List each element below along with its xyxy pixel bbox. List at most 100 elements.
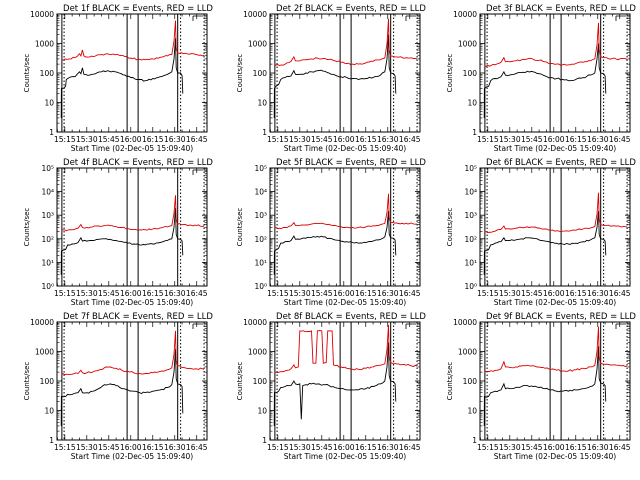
x-tick-label: 15:15 bbox=[54, 289, 76, 298]
x-tick-label: 16:30 bbox=[164, 289, 186, 298]
x-tick-label: 16:00 bbox=[543, 289, 565, 298]
chart-panel-7: Det 7f BLACK = Events, RED = LLD 1 10 100 10… bbox=[23, 312, 213, 461]
y-tick-label: 10³ bbox=[464, 211, 477, 220]
x-tick-label: 15:30 bbox=[289, 135, 311, 144]
y-axis-label: Counts/sec bbox=[446, 54, 454, 93]
x-tick-label: 16:30 bbox=[587, 443, 609, 452]
plot-frame bbox=[56, 167, 208, 287]
corner-bracket bbox=[615, 169, 626, 175]
plot-frame bbox=[479, 167, 631, 287]
series-line-red-lld bbox=[274, 18, 418, 66]
series-line-red-lld bbox=[61, 330, 205, 375]
y-tick-label: 10⁴ bbox=[254, 188, 267, 197]
y-axis-label: Counts/sec bbox=[236, 54, 244, 93]
y-tick-label: 10⁴ bbox=[464, 188, 477, 197]
x-tick-label: 15:45 bbox=[311, 443, 333, 452]
chart-panel-3: Det 3f BLACK = Events, RED = LLD 1 10 100 10… bbox=[446, 4, 636, 153]
x-axis-label: Start Time (02-Dec-05 15:09:40) bbox=[494, 452, 616, 461]
y-tick-label: 1000 bbox=[35, 348, 54, 357]
x-axis-label: Start Time (02-Dec-05 15:09:40) bbox=[71, 144, 193, 153]
corner-bracket bbox=[192, 169, 203, 175]
y-tick-label: 1000 bbox=[458, 40, 477, 49]
chart-title: Det 4f BLACK = Events, RED = LLD bbox=[63, 158, 213, 168]
plot-frame bbox=[56, 321, 208, 441]
x-tick-label: 16:45 bbox=[609, 443, 631, 452]
x-tick-label: 16:00 bbox=[120, 443, 142, 452]
chart-title: Det 6f BLACK = Events, RED = LLD bbox=[486, 158, 636, 168]
corner-bracket bbox=[615, 323, 626, 329]
x-tick-label: 15:15 bbox=[477, 443, 499, 452]
x-tick-label: 16:15 bbox=[142, 135, 164, 144]
x-tick-label: 16:45 bbox=[186, 135, 208, 144]
series-line-black-events bbox=[60, 349, 184, 426]
x-axis-label: Start Time (02-Dec-05 15:09:40) bbox=[284, 452, 406, 461]
y-tick-label: 10 bbox=[44, 407, 54, 416]
series-line-black-events bbox=[60, 38, 184, 118]
chart-panel-4: Det 4f BLACK = Events, RED = LLD 10⁰ 10¹ 10… bbox=[23, 158, 213, 307]
series-line-red-lld bbox=[484, 22, 628, 68]
x-tick-label: 16:00 bbox=[333, 443, 355, 452]
y-tick-label: 10¹ bbox=[41, 258, 54, 267]
chart-panel-9: Det 9f BLACK = Events, RED = LLD 1 10 100 10… bbox=[446, 312, 636, 461]
chart-title: Det 9f BLACK = Events, RED = LLD bbox=[486, 312, 636, 322]
chart-panel-2: Det 2f BLACK = Events, RED = LLD 1 10 100 10… bbox=[236, 4, 426, 153]
y-tick-label: 10⁰ bbox=[41, 282, 54, 291]
x-tick-label: 15:45 bbox=[98, 135, 120, 144]
x-tick-label: 15:45 bbox=[311, 135, 333, 144]
x-axis-label: Start Time (02-Dec-05 15:09:40) bbox=[494, 144, 616, 153]
chart-title: Det 8f BLACK = Events, RED = LLD bbox=[276, 312, 426, 322]
x-tick-label: 16:00 bbox=[543, 443, 565, 452]
y-tick-label: 1000 bbox=[458, 348, 477, 357]
corner-bracket bbox=[405, 15, 416, 21]
x-tick-label: 16:15 bbox=[565, 443, 587, 452]
y-axis-label: Counts/sec bbox=[236, 362, 244, 401]
x-tick-label: 15:15 bbox=[267, 289, 289, 298]
x-axis-label: Start Time (02-Dec-05 15:09:40) bbox=[494, 298, 616, 307]
x-tick-label: 16:45 bbox=[399, 289, 421, 298]
x-axis-label: Start Time (02-Dec-05 15:09:40) bbox=[71, 452, 193, 461]
series-line-black-events bbox=[483, 43, 607, 118]
series-line-black-events bbox=[273, 34, 397, 118]
corner-bracket bbox=[192, 15, 203, 21]
x-tick-label: 15:15 bbox=[267, 443, 289, 452]
y-tick-label: 10² bbox=[464, 235, 477, 244]
x-tick-label: 15:30 bbox=[289, 443, 311, 452]
x-tick-label: 15:45 bbox=[311, 289, 333, 298]
x-tick-label: 16:00 bbox=[543, 135, 565, 144]
x-tick-label: 15:15 bbox=[477, 135, 499, 144]
chart-title: Det 7f BLACK = Events, RED = LLD bbox=[63, 312, 213, 322]
series-line-black-events bbox=[483, 346, 607, 426]
plot-frame bbox=[269, 167, 421, 287]
y-axis-label: Counts/sec bbox=[23, 54, 31, 93]
series-line-black-events bbox=[60, 208, 184, 275]
y-tick-label: 1 bbox=[262, 128, 267, 137]
x-tick-label: 16:15 bbox=[142, 289, 164, 298]
x-tick-label: 15:15 bbox=[477, 289, 499, 298]
y-tick-label: 10⁴ bbox=[41, 188, 54, 197]
x-tick-label: 15:30 bbox=[76, 443, 98, 452]
x-tick-label: 16:30 bbox=[587, 135, 609, 144]
y-tick-label: 10³ bbox=[254, 211, 267, 220]
y-tick-label: 10 bbox=[467, 99, 477, 108]
series-line-red-lld bbox=[484, 326, 628, 372]
x-tick-label: 15:45 bbox=[521, 443, 543, 452]
y-axis-label: Counts/sec bbox=[236, 208, 244, 247]
y-tick-label: 100 bbox=[463, 69, 478, 78]
y-tick-label: 10 bbox=[257, 99, 267, 108]
corner-bracket bbox=[405, 169, 416, 175]
x-tick-label: 15:45 bbox=[98, 443, 120, 452]
plot-frame bbox=[56, 13, 208, 133]
corner-bracket bbox=[192, 323, 203, 329]
x-tick-label: 16:00 bbox=[120, 289, 142, 298]
x-tick-label: 16:45 bbox=[186, 289, 208, 298]
x-tick-label: 16:30 bbox=[377, 289, 399, 298]
x-tick-label: 16:45 bbox=[609, 135, 631, 144]
series-line-red-lld bbox=[274, 324, 418, 373]
x-axis-label: Start Time (02-Dec-05 15:09:40) bbox=[71, 298, 193, 307]
y-tick-label: 10³ bbox=[41, 211, 54, 220]
x-tick-label: 16:15 bbox=[355, 289, 377, 298]
y-tick-label: 10000 bbox=[30, 318, 54, 327]
y-tick-label: 100 bbox=[253, 377, 268, 386]
y-tick-label: 1 bbox=[472, 128, 477, 137]
